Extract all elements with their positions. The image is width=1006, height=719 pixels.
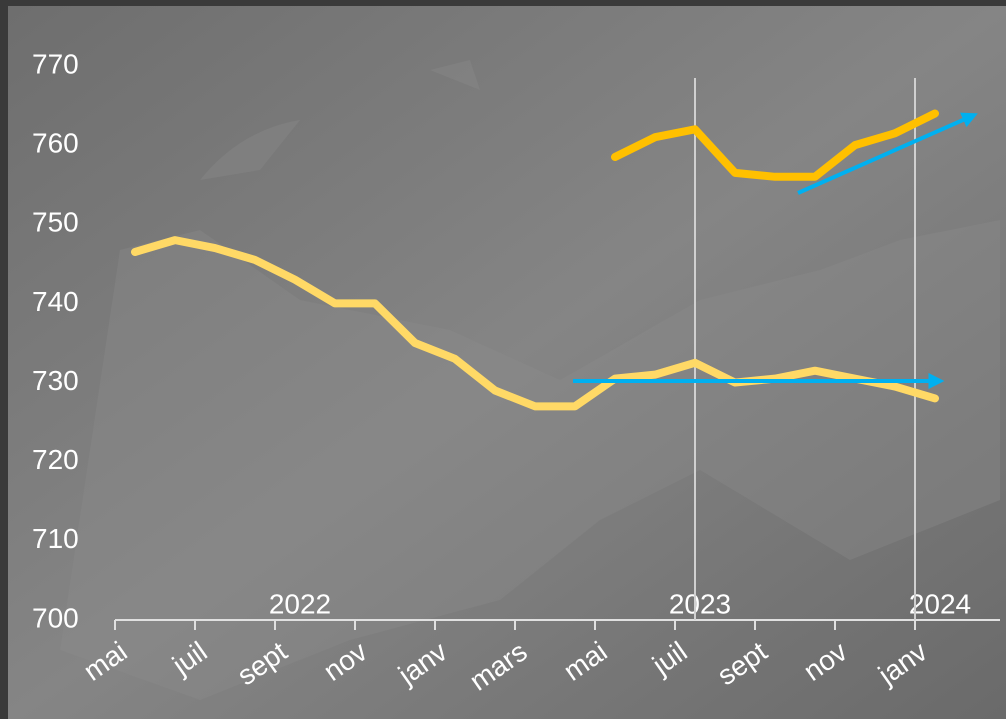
y-tick-label: 710: [32, 523, 79, 554]
year-label: 2022: [269, 588, 331, 619]
trend-arrow: [797, 112, 978, 195]
y-tick-label: 720: [32, 444, 79, 475]
y-tick-label: 770: [32, 48, 79, 79]
year-label: 2023: [669, 588, 731, 619]
y-tick-label: 730: [32, 365, 79, 396]
background: [8, 6, 1006, 719]
y-tick-label: 760: [32, 128, 79, 159]
series-line: [131, 236, 939, 411]
y-tick-label: 750: [32, 207, 79, 238]
map-shape: [60, 60, 1000, 700]
y-tick-label: 740: [32, 286, 79, 317]
y-tick-label: 700: [32, 602, 79, 633]
series-line: [611, 109, 939, 181]
year-label: 2024: [909, 588, 971, 619]
